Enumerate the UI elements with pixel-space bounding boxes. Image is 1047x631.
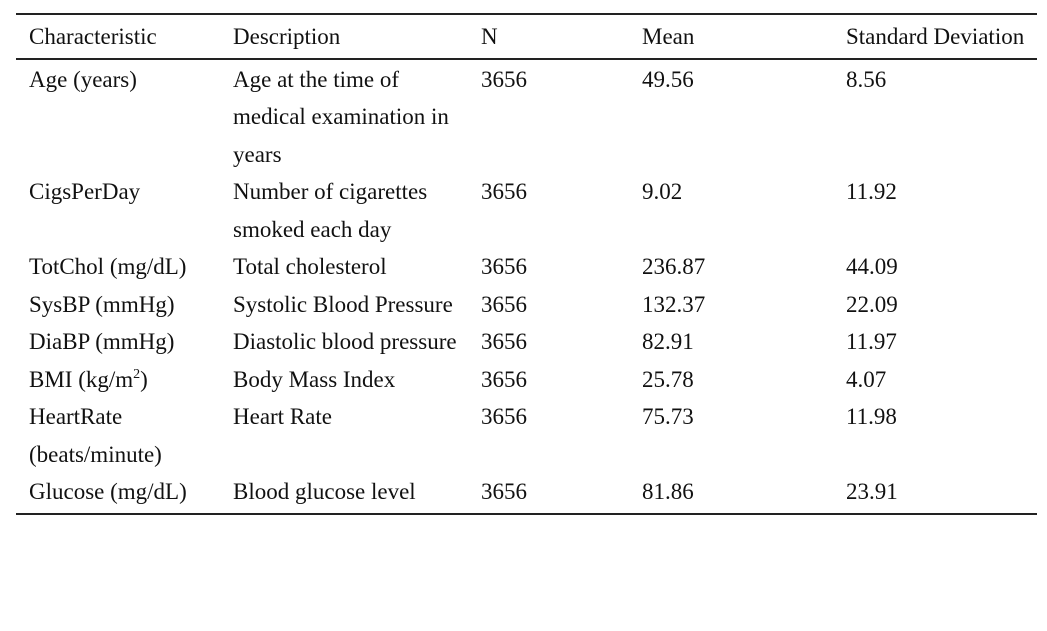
mean-cell: 82.91 [642,329,694,354]
table-row: DiaBP (mmHg) Diastolic blood pressure 36… [16,323,1037,361]
n-cell: 3656 [481,179,527,204]
description-cell: Diastolic blood pressure [233,329,457,354]
superscript-exponent: 2 [133,366,141,382]
sd-cell: 4.07 [846,366,887,392]
n-cell: 3656 [481,404,527,429]
characteristic-close-paren: ) [140,366,148,392]
header-n: N [481,24,498,49]
characteristic-cell: BMI (kg/m2) [16,361,220,399]
mean-cell: 75.73 [642,404,694,429]
mean-cell: 132.37 [642,291,706,317]
sd-cell: 22.09 [846,291,898,317]
statistics-table: Characteristic Description N Mean Standa… [16,13,1037,515]
mean-cell: 25.78 [642,366,694,392]
mean-cell: 81.86 [642,479,694,504]
table-row: Age (years) Age at the time of medical e… [16,61,1037,174]
n-cell: 3656 [481,329,527,354]
characteristic-cell: Age (years) [29,66,137,92]
table-header-row: Characteristic Description N Mean Standa… [16,15,1037,58]
description-cell: Total cholesterol [233,254,387,279]
table-top-rule [16,13,1037,15]
table-row: Glucose (mg/dL) Blood glucose level 3656… [16,473,1037,511]
characteristic-cell: Glucose (mg/dL) [29,479,187,504]
sd-cell: 11.97 [846,329,897,354]
description-cell: Systolic Blood Pressure [233,291,453,317]
sd-cell: 44.09 [846,254,898,279]
characteristic-cell: DiaBP (mmHg) [29,329,175,354]
characteristic-cell: TotChol (mg/dL) [29,254,187,279]
n-cell: 3656 [481,479,527,504]
characteristic-cell: CigsPerDay [29,179,141,204]
header-standard-deviation: Standard Deviation [846,24,1025,49]
n-cell: 3656 [481,254,527,279]
table-row: HeartRate (beats/minute) Heart Rate 3656… [16,398,1037,473]
sd-cell: 11.98 [846,404,897,429]
description-cell: Number of cigarettes smoked each day [233,179,428,242]
sd-cell: 8.56 [846,66,887,92]
n-cell: 3656 [481,66,527,92]
table-row: TotChol (mg/dL) Total cholesterol 3656 2… [16,248,1037,286]
sd-cell: 23.91 [846,479,898,504]
mean-cell: 236.87 [642,254,706,279]
table-body: Age (years) Age at the time of medical e… [16,60,1037,513]
sd-cell: 11.92 [846,179,897,204]
table-row: CigsPerDay Number of cigarettes smoked e… [16,173,1037,248]
header-characteristic: Characteristic [29,24,157,49]
mean-cell: 9.02 [642,179,683,204]
table-bottom-rule [16,512,1037,515]
characteristic-cell: HeartRate (beats/minute) [29,404,162,467]
table-row: SysBP (mmHg) Systolic Blood Pressure 365… [16,286,1037,324]
description-cell: Blood glucose level [233,479,416,504]
n-cell: 3656 [481,291,527,317]
n-cell: 3656 [481,366,527,392]
characteristic-text: BMI (kg/m [29,366,134,392]
header-description: Description [233,24,341,49]
header-mean: Mean [642,24,695,49]
description-cell: Heart Rate [233,404,332,429]
description-cell: Age at the time of medical examination i… [233,66,449,167]
mean-cell: 49.56 [642,66,694,92]
characteristic-cell: SysBP (mmHg) [29,291,175,317]
table-row: BMI (kg/m2) Body Mass Index 3656 25.78 4… [16,361,1037,399]
table-header-rule [16,57,1037,60]
description-cell: Body Mass Index [233,366,396,392]
